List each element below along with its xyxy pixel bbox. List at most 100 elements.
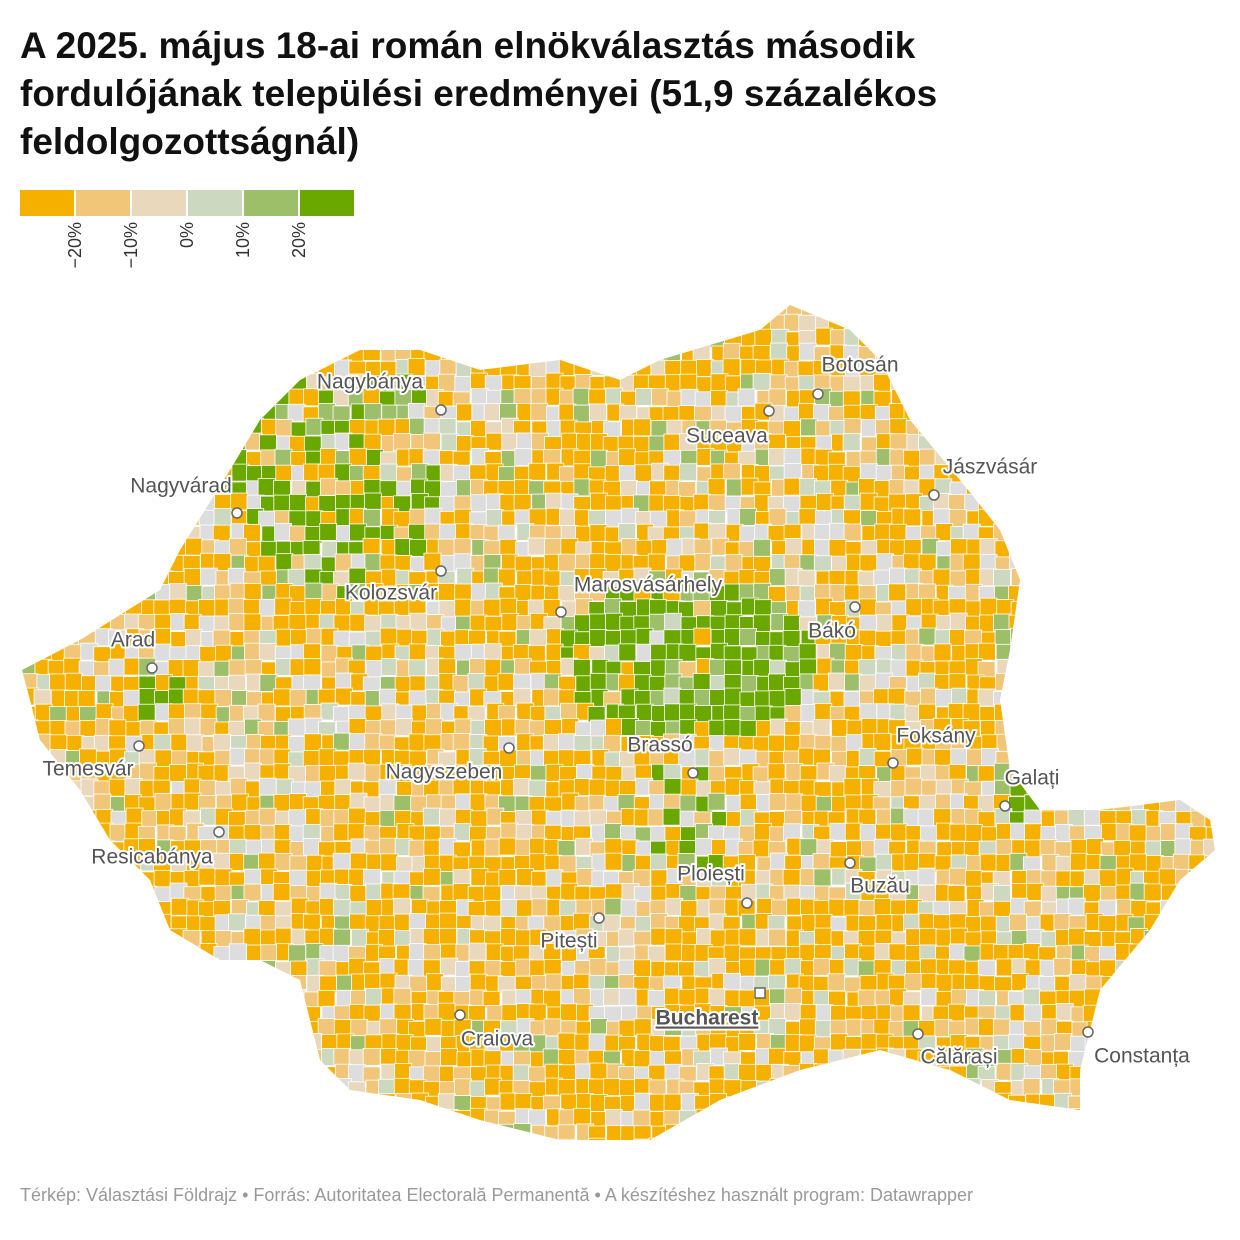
- map-cell: [123, 1138, 142, 1140]
- city-marker: [887, 757, 899, 769]
- map-cell: [1174, 838, 1193, 857]
- map-cell: [603, 346, 622, 364]
- map-cell: [710, 305, 729, 318]
- map-cell: [155, 1122, 174, 1140]
- map-cell: [36, 777, 54, 796]
- map-cell: [333, 899, 351, 917]
- map-cell: [394, 1142, 411, 1159]
- map-cell: [1187, 583, 1206, 601]
- map-cell: [408, 659, 427, 678]
- map-cell: [978, 508, 996, 527]
- map-cell: [22, 991, 38, 1009]
- map-cell: [617, 327, 636, 346]
- map-cell: [170, 312, 189, 331]
- map-cell: [905, 643, 924, 662]
- city-label: Botosán: [821, 354, 898, 377]
- map-cell: [1100, 316, 1119, 335]
- map-cell: [1113, 419, 1132, 438]
- map-cell: [993, 613, 1011, 632]
- map-cell: [126, 1048, 144, 1066]
- map-cell: [603, 330, 621, 349]
- map-cell: [108, 658, 127, 677]
- map-cell: [229, 1079, 247, 1098]
- map-cell: [1083, 869, 1102, 887]
- map-cell: [456, 403, 475, 422]
- map-cell: [155, 305, 174, 317]
- map-cell: [560, 538, 579, 556]
- map-cell: [802, 1140, 819, 1157]
- map-cell: [274, 597, 293, 616]
- map-cell: [1039, 839, 1058, 857]
- map-cell: [214, 1123, 233, 1140]
- map-cell: [287, 305, 306, 318]
- map-cell: [287, 312, 306, 331]
- map-cell: [636, 313, 655, 332]
- map-cell: [230, 960, 249, 979]
- map-cell: [1054, 495, 1073, 514]
- map-cell: [589, 524, 608, 543]
- map-cell: [709, 1093, 727, 1111]
- map-cell: [947, 494, 966, 512]
- map-cell: [903, 390, 921, 408]
- map-cell: [1190, 749, 1209, 768]
- map-cell: [1174, 688, 1193, 707]
- map-cell: [108, 719, 127, 738]
- map-cell: [78, 901, 97, 919]
- map-cell: [1041, 643, 1059, 662]
- map-cell: [303, 435, 322, 454]
- map-cell: [200, 1033, 219, 1051]
- map-cell: [1024, 823, 1043, 842]
- map-cell: [124, 869, 143, 888]
- map-cell: [320, 1077, 339, 1096]
- map-cell: [243, 583, 262, 601]
- map-cell: [739, 720, 758, 738]
- map-cell: [320, 1138, 339, 1140]
- map-cell: [170, 1066, 189, 1085]
- map-cell: [1188, 450, 1207, 469]
- map-cell: [231, 327, 249, 346]
- map-cell: [244, 1005, 262, 1023]
- map-cell: [468, 942, 487, 961]
- map-cell: [140, 391, 159, 410]
- map-cell: [708, 957, 727, 976]
- map-cell: [231, 793, 249, 812]
- map-cell: [951, 391, 970, 410]
- map-cell: [1205, 1003, 1215, 1022]
- map-cell: [948, 1125, 967, 1140]
- map-cell: [392, 433, 411, 451]
- map-cell: [1128, 613, 1146, 632]
- map-cell: [725, 1096, 744, 1115]
- map-cell: [1068, 373, 1086, 391]
- map-cell: [1128, 511, 1147, 529]
- map-cell: [125, 807, 144, 826]
- map-cell: [81, 328, 100, 347]
- map-cell: [109, 419, 128, 438]
- map-cell: [124, 344, 143, 363]
- map-cell: [1085, 556, 1103, 575]
- map-cell: [182, 313, 201, 332]
- map-cell: [1086, 732, 1105, 751]
- map-cell: [876, 1080, 894, 1098]
- map-cell: [978, 990, 996, 1009]
- map-cell: [230, 492, 249, 511]
- map-cell: [182, 1035, 201, 1053]
- map-cell: [182, 961, 201, 980]
- map-cell: [470, 494, 489, 513]
- map-cell: [439, 927, 457, 946]
- map-cell: [153, 1018, 172, 1037]
- map-cell: [22, 492, 40, 511]
- map-cell: [1083, 673, 1102, 691]
- map-cell: [1129, 417, 1147, 436]
- map-cell: [259, 598, 277, 617]
- map-cell: [918, 627, 937, 646]
- map-cell: [408, 913, 427, 931]
- map-cell: [318, 305, 337, 318]
- map-cell: [50, 509, 68, 528]
- map-cell: [348, 1139, 367, 1140]
- map-cell: [1114, 990, 1133, 1008]
- map-cell: [216, 1063, 234, 1082]
- map-cell: [980, 1110, 999, 1128]
- map-cell: [22, 897, 37, 916]
- map-cell: [784, 987, 803, 1006]
- map-cell: [1054, 391, 1073, 409]
